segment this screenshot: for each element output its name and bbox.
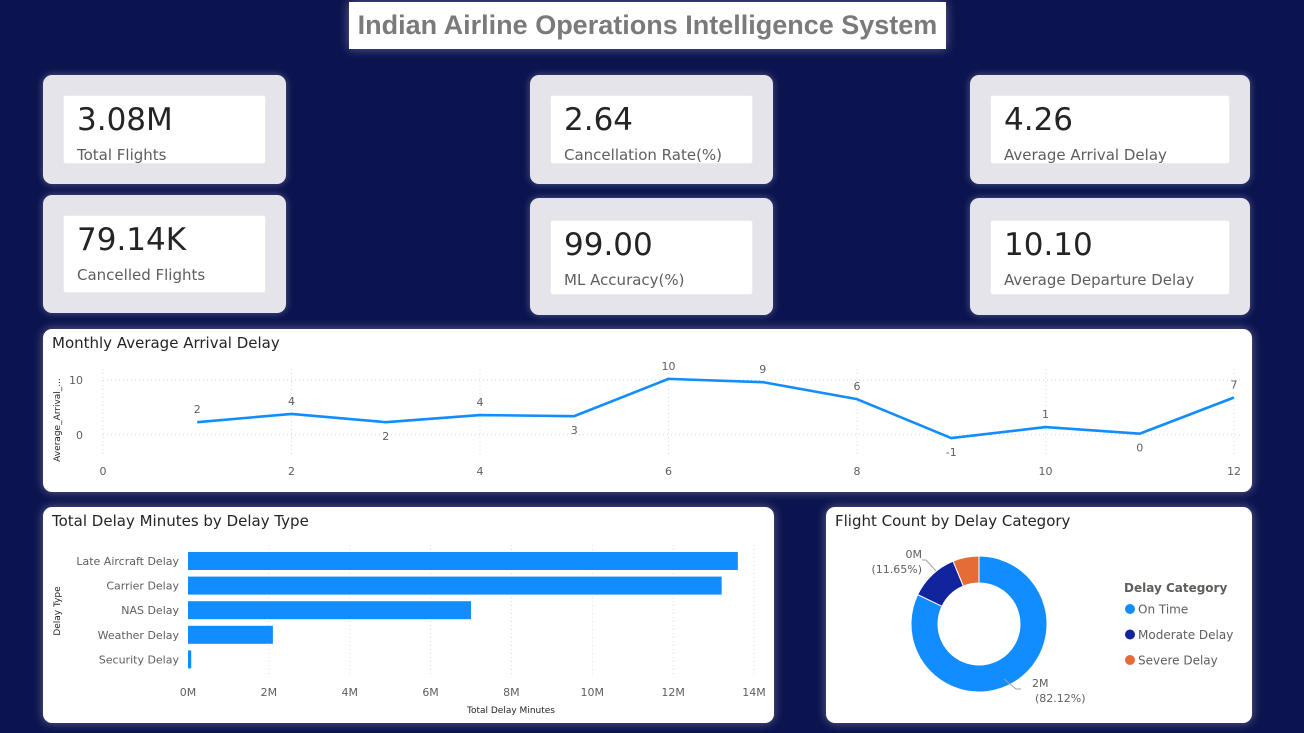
page-title-box: Indian Airline Operations Intelligence S… — [349, 2, 946, 49]
data-label: 7 — [1231, 379, 1238, 392]
slice-percent-label: (11.65%) — [871, 563, 922, 576]
slice-value-label: 2M — [1032, 677, 1049, 690]
x-tick-label: 10 — [1039, 465, 1053, 478]
kpi-label: Cancelled Flights — [77, 266, 206, 284]
y-tick-label: 10 — [69, 374, 83, 387]
legend-marker — [1125, 629, 1135, 640]
kpi-card-cancelled-flights[interactable]: 79.14K Cancelled Flights — [43, 195, 286, 313]
legend-label: Moderate Delay — [1138, 628, 1233, 642]
x-tick-label: 2M — [261, 686, 278, 699]
legend-title: Delay Category — [1124, 581, 1227, 595]
bar-chart[interactable]: 0M 2M 4M 6M 8M 10M 12M 14M Total Delay Minutes De… — [43, 507, 774, 723]
category-label: NAS Delay — [121, 604, 179, 617]
kpi-inner: 3.08M Total Flights — [63, 95, 266, 164]
bar — [188, 601, 471, 620]
kpi-label: ML Accuracy(%) — [564, 271, 685, 289]
bar — [188, 650, 192, 669]
x-tick-label: 0M — [180, 686, 197, 699]
kpi-value: 10.10 — [1004, 227, 1093, 263]
y-axis-label: Average_Arrival_... — [53, 378, 63, 462]
data-label: 4 — [288, 395, 295, 408]
x-tick-label: 4 — [477, 465, 484, 478]
kpi-label: Total Flights — [77, 146, 167, 164]
kpi-label: Average Departure Delay — [1004, 271, 1195, 289]
x-axis-label: Total Delay Minutes — [466, 706, 555, 716]
x-tick-label: 14M — [742, 686, 766, 699]
donut-chart-panel[interactable]: Flight Count by Delay Category 2M (82.12%… — [826, 507, 1252, 723]
bar — [188, 552, 738, 570]
legend-label: Severe Delay — [1138, 654, 1218, 668]
kpi-value: 99.00 — [564, 227, 653, 263]
data-label: 1 — [1042, 408, 1049, 421]
donut-slice — [952, 555, 980, 587]
x-tick-label: 6 — [665, 465, 672, 478]
category-label: Security Delay — [99, 653, 180, 666]
x-tick-label: 12M — [661, 686, 685, 699]
x-tick-label: 4M — [341, 686, 358, 699]
bar — [188, 576, 722, 595]
legend-marker — [1125, 655, 1135, 665]
bar-chart-title: Total Delay Minutes by Delay Type — [52, 512, 309, 530]
bar — [188, 625, 273, 644]
kpi-value: 79.14K — [77, 222, 187, 258]
page-title: Indian Airline Operations Intelligence S… — [357, 10, 938, 40]
data-label: -1 — [946, 446, 957, 459]
donut-slice — [910, 555, 1048, 693]
kpi-value: 2.64 — [564, 102, 634, 138]
kpi-inner: 2.64 Cancellation Rate(%) — [550, 95, 753, 164]
category-label: Late Aircraft Delay — [76, 555, 179, 568]
category-label: Weather Delay — [98, 629, 180, 642]
slice-value-label: 0M — [906, 548, 923, 561]
donut-chart-title: Flight Count by Delay Category — [835, 512, 1071, 530]
kpi-card-cancellation-rate[interactable]: 2.64 Cancellation Rate(%) — [530, 75, 773, 184]
series-line — [197, 377, 1235, 440]
data-label: 9 — [759, 363, 766, 376]
x-tick-label: 12 — [1227, 465, 1241, 478]
leader-line — [1003, 678, 1021, 690]
y-axis-label: Delay Type — [53, 586, 63, 636]
line-chart-title: Monthly Average Arrival Delay — [52, 334, 280, 352]
data-label: 0 — [1136, 442, 1143, 455]
line-chart-panel[interactable]: Monthly Average Arrival Delay 0 10 0 2 4 6 8 10… — [43, 329, 1252, 492]
y-tick-label: 0 — [76, 429, 83, 442]
data-label: 4 — [477, 396, 484, 409]
slice-percent-label: (82.12%) — [1035, 692, 1086, 705]
data-label: 3 — [571, 424, 578, 437]
category-label: Carrier Delay — [106, 580, 179, 593]
kpi-label: Average Arrival Delay — [1004, 146, 1167, 164]
kpi-card-average-arrival-delay[interactable]: 4.26 Average Arrival Delay — [970, 75, 1250, 184]
data-label: 10 — [662, 360, 676, 373]
x-tick-label: 6M — [422, 686, 439, 699]
kpi-inner: 79.14K Cancelled Flights — [63, 215, 266, 293]
kpi-inner: 99.00 ML Accuracy(%) — [550, 220, 753, 295]
bar-chart-panel[interactable]: Total Delay Minutes by Delay Type 0M 2M 4M… — [43, 507, 774, 723]
leader-line — [922, 559, 937, 572]
x-tick-label: 2 — [288, 465, 295, 478]
kpi-card-total-flights[interactable]: 3.08M Total Flights — [43, 75, 286, 184]
kpi-value: 4.26 — [1004, 102, 1074, 138]
data-label: 6 — [854, 380, 861, 393]
legend-label: On Time — [1138, 603, 1188, 617]
x-tick-label: 8 — [854, 465, 861, 478]
kpi-label: Cancellation Rate(%) — [564, 146, 723, 164]
kpi-card-average-departure-delay[interactable]: 10.10 Average Departure Delay — [970, 198, 1250, 315]
data-label: 2 — [382, 430, 389, 443]
kpi-card-ml-accuracy[interactable]: 99.00 ML Accuracy(%) — [530, 198, 773, 315]
x-tick-label: 8M — [503, 686, 520, 699]
donut-chart[interactable]: 2M (82.12%) 0M (11.65%) Delay Category On Tim… — [826, 507, 1252, 723]
legend-marker — [1125, 604, 1135, 614]
kpi-inner: 4.26 Average Arrival Delay — [990, 95, 1230, 164]
x-tick-label: 0 — [100, 465, 107, 478]
x-tick-label: 10M — [581, 686, 605, 699]
data-label: 2 — [194, 403, 201, 416]
kpi-value: 3.08M — [77, 102, 173, 138]
kpi-inner: 10.10 Average Departure Delay — [990, 220, 1230, 295]
